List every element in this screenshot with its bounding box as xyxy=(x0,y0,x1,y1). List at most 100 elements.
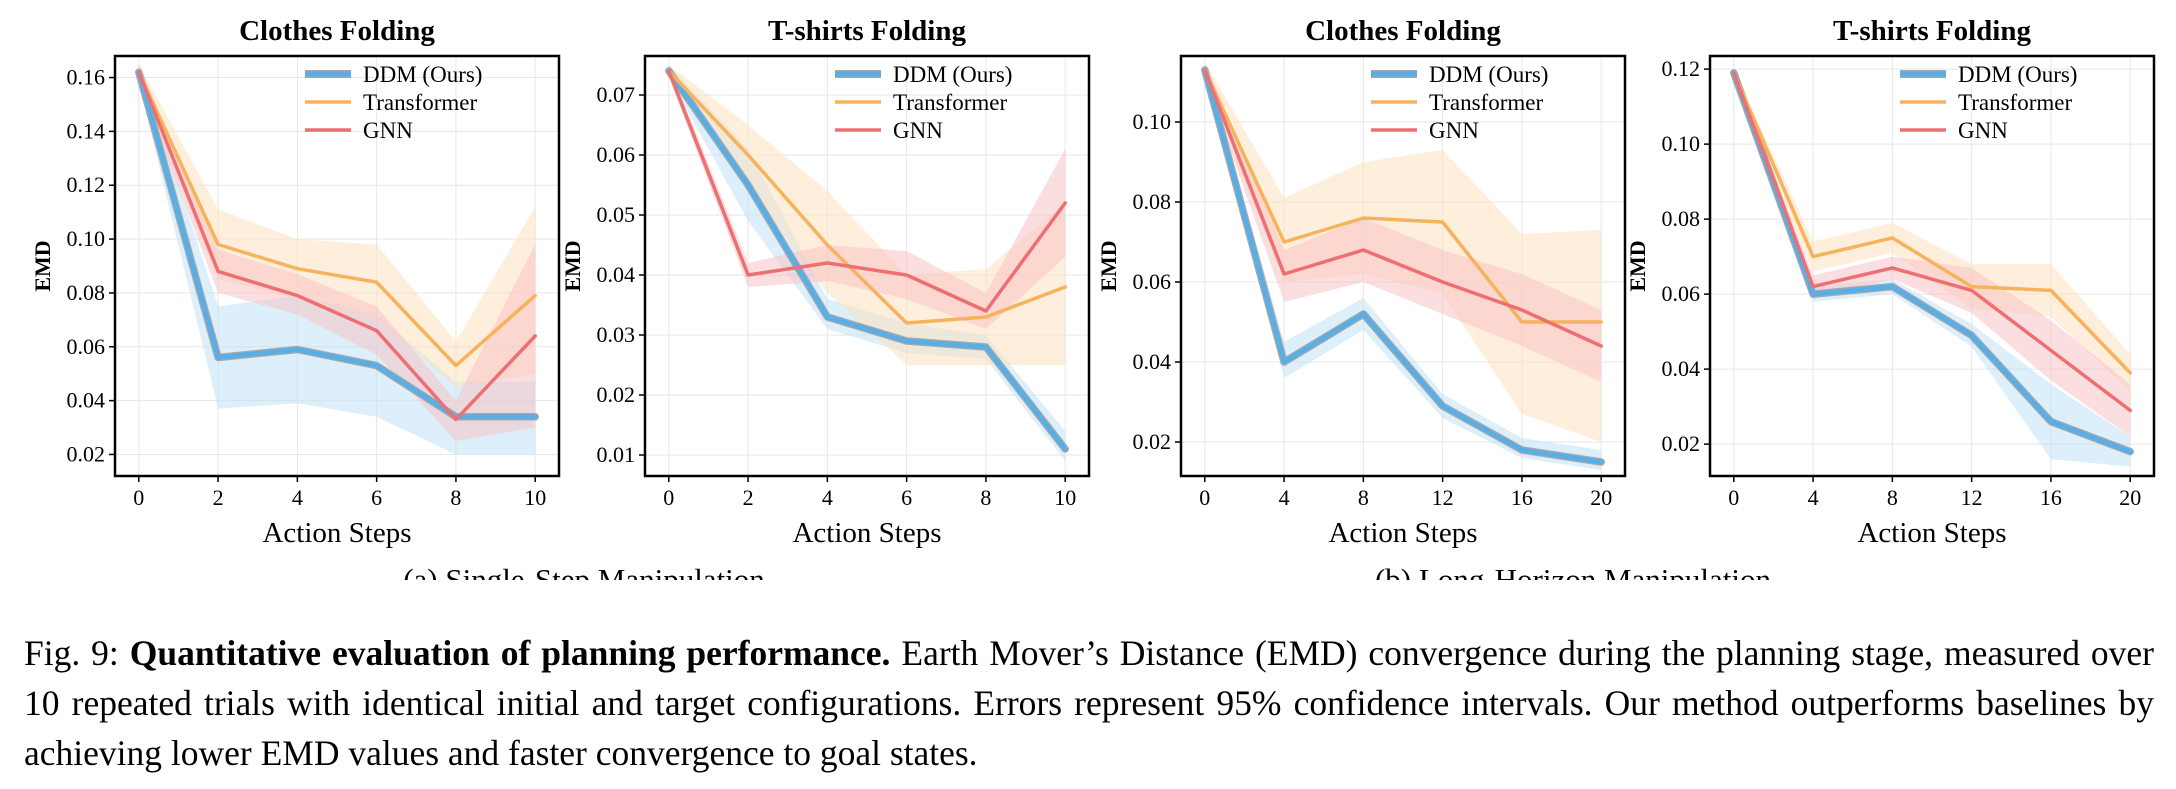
y-tick-label: 0.08 xyxy=(67,280,106,305)
x-tick-label: 12 xyxy=(1432,485,1454,510)
y-tick-label: 0.12 xyxy=(1662,56,1701,81)
y-tick-label: 0.02 xyxy=(1133,429,1172,454)
y-tick-label: 0.02 xyxy=(597,382,636,407)
chart-title: Clothes Folding xyxy=(239,15,435,47)
y-tick-label: 0.02 xyxy=(67,441,106,466)
plot-frame xyxy=(643,54,1091,478)
x-tick-label: 8 xyxy=(450,485,461,510)
x-tick-label: 20 xyxy=(2119,485,2141,510)
x-tick-label: 4 xyxy=(822,485,833,510)
legend-label-ddm: DDM (Ours) xyxy=(363,62,482,87)
legend-label-gnn: GNN xyxy=(363,118,413,143)
x-tick-label: 10 xyxy=(1054,485,1076,510)
figure: 0 2 4 6 8 10 0.02 0.04 0.06 0.08 0.10 0.12 0.14 0.16 C… xyxy=(30,15,2156,580)
series-line-ddm xyxy=(1731,70,2133,455)
x-tick-label: 12 xyxy=(1961,485,1983,510)
y-tick-label: 0.06 xyxy=(1133,269,1172,294)
y-tick-label: 0.01 xyxy=(597,442,636,467)
group-label-long-horizon: (b) Long-Horizon Manipulation xyxy=(1375,562,1772,580)
series-line-transformer xyxy=(137,70,537,368)
series-line-ddm xyxy=(666,68,1068,452)
y-tick-label: 0.04 xyxy=(67,388,106,413)
x-axis-label: Action Steps xyxy=(1328,517,1477,549)
series-line-gnn xyxy=(1732,71,2132,413)
caption-body: Earth Mover’s Distance (EMD) convergence… xyxy=(24,633,2154,773)
figure-caption: Fig. 9: Quantitative evaluation of plann… xyxy=(24,628,2154,778)
chart-clothes-folding-single-step: 0 2 4 6 8 10 0.02 0.04 0.06 0.08 0.10 0.12 0.14 0.16 C… xyxy=(30,15,561,549)
group-label-single-step: (a) Single-Step Manipulation xyxy=(403,562,765,580)
legend-label-gnn: GNN xyxy=(893,118,943,143)
series-line-gnn xyxy=(667,69,1067,313)
x-tick-label: 6 xyxy=(371,485,382,510)
confidence-band-gnn xyxy=(668,65,1066,329)
legend-label-gnn: GNN xyxy=(1429,118,1479,143)
chart-title: T-shirts Folding xyxy=(768,15,966,47)
legend-label-ddm: DDM (Ours) xyxy=(893,62,1012,87)
legend-label-gnn: GNN xyxy=(1958,118,2008,143)
y-tick-label: 0.06 xyxy=(1662,281,1701,306)
legend-label-ddm: DDM (Ours) xyxy=(1429,62,1548,87)
x-axis-label: Action Steps xyxy=(792,517,941,549)
y-tick-label: 0.07 xyxy=(597,82,636,107)
x-tick-label: 0 xyxy=(1199,485,1210,510)
chart-title: Clothes Folding xyxy=(1305,15,1501,47)
y-tick-label: 0.12 xyxy=(67,172,106,197)
x-tick-label: 0 xyxy=(663,485,674,510)
series-line-transformer xyxy=(1732,71,2132,375)
chart-tshirts-folding-long-horizon: 0 4 8 12 16 20 0.02 0.04 0.06 0.08 0.10 0.12 T-shirt… xyxy=(1625,15,2156,549)
confidence-band-gnn xyxy=(138,64,536,441)
x-tick-label: 0 xyxy=(133,485,144,510)
legend-label-transformer: Transformer xyxy=(1429,90,1543,115)
legend-label-ddm: DDM (Ours) xyxy=(1958,62,2077,87)
x-tick-label: 0 xyxy=(1728,485,1739,510)
y-tick-label: 0.06 xyxy=(597,142,636,167)
chart-clothes-folding-long-horizon: 0 4 8 12 16 20 0.02 0.04 0.06 0.08 0.10 Clothes Fol… xyxy=(1096,15,1627,549)
x-tick-label: 2 xyxy=(743,485,754,510)
y-tick-label: 0.05 xyxy=(597,202,636,227)
chart-tshirts-folding-single-step: 0 2 4 6 8 10 0.01 0.02 0.03 0.04 0.05 0.06 0.07 T-shi… xyxy=(560,15,1091,549)
y-tick-label: 0.02 xyxy=(1662,431,1701,456)
x-axis-label: Action Steps xyxy=(1857,517,2006,549)
series-line-transformer xyxy=(1203,68,1603,324)
x-tick-label: 10 xyxy=(524,485,546,510)
x-tick-label: 8 xyxy=(980,485,991,510)
caption-bold-title: Quantitative evaluation of planning perf… xyxy=(129,633,891,673)
plot-frame xyxy=(113,54,561,478)
y-tick-label: 0.16 xyxy=(67,65,106,90)
y-tick-label: 0.08 xyxy=(1662,206,1701,231)
y-axis-label: EMD xyxy=(560,240,585,291)
y-tick-label: 0.04 xyxy=(597,262,636,287)
legend-label-transformer: Transformer xyxy=(1958,90,2072,115)
legend-label-transformer: Transformer xyxy=(363,90,477,115)
confidence-band-ddm xyxy=(1733,69,2131,467)
x-tick-label: 16 xyxy=(2040,485,2062,510)
y-axis-label: EMD xyxy=(1625,240,1650,291)
x-axis-label: Action Steps xyxy=(262,517,411,549)
series-line-gnn xyxy=(137,70,537,422)
y-tick-label: 0.08 xyxy=(1133,189,1172,214)
plot-frame xyxy=(1708,54,2156,478)
series-line-ddm xyxy=(1202,67,1604,465)
y-tick-label: 0.10 xyxy=(1662,131,1701,156)
legend-label-transformer: Transformer xyxy=(893,90,1007,115)
x-tick-label: 4 xyxy=(1279,485,1290,510)
x-tick-label: 4 xyxy=(1808,485,1819,510)
y-tick-label: 0.04 xyxy=(1133,349,1172,374)
y-axis-label: EMD xyxy=(30,240,55,291)
y-tick-label: 0.06 xyxy=(67,334,106,359)
series-line-transformer xyxy=(667,69,1067,325)
x-tick-label: 8 xyxy=(1887,485,1898,510)
caption-figure-label: Fig. 9: xyxy=(24,633,119,673)
y-tick-label: 0.10 xyxy=(67,226,106,251)
x-tick-label: 4 xyxy=(292,485,303,510)
x-tick-label: 16 xyxy=(1511,485,1533,510)
y-tick-label: 0.14 xyxy=(67,118,106,143)
chart-title: T-shirts Folding xyxy=(1833,15,2031,47)
y-tick-label: 0.03 xyxy=(597,322,636,347)
confidence-band-gnn xyxy=(1733,69,2131,437)
y-tick-label: 0.04 xyxy=(1662,356,1701,381)
x-tick-label: 6 xyxy=(901,485,912,510)
y-axis-label: EMD xyxy=(1096,240,1121,291)
x-tick-label: 8 xyxy=(1358,485,1369,510)
series-line-ddm xyxy=(136,69,538,420)
